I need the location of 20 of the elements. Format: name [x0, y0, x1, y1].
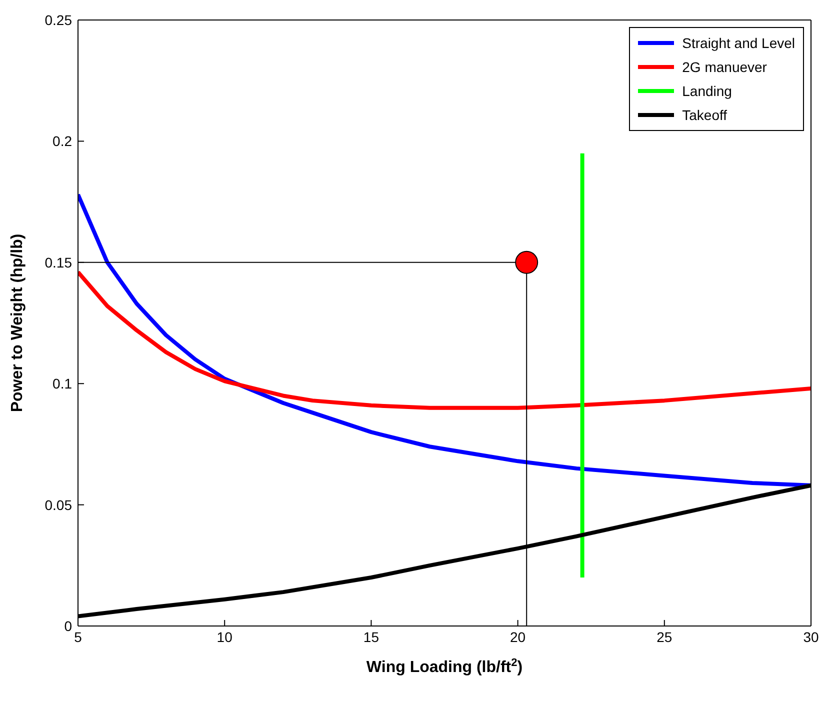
legend-label: Landing [682, 83, 732, 99]
y-tick-label: 0.05 [44, 496, 72, 513]
x-tick-label: 5 [74, 628, 82, 645]
line-series [78, 192, 811, 488]
x-tick-label: 25 [656, 628, 672, 645]
x-tick-label: 20 [510, 628, 526, 645]
x-tick-label: 10 [216, 628, 233, 645]
x-tick-label: 15 [363, 628, 380, 645]
y-tick-label: 0.15 [44, 254, 72, 270]
line-series [78, 270, 811, 410]
y-tick-label: 0 [64, 618, 72, 634]
legend-label: Takeoff [682, 107, 728, 123]
y-axis-title: Power to Weight (hp/lb) [9, 234, 26, 412]
x-tick-label: 30 [803, 628, 819, 645]
y-tick-label: 0.1 [52, 376, 72, 392]
y-tick-label: 0.25 [44, 12, 72, 28]
x-axis-title: Wing Loading (lb/ft$^{2}$) [366, 657, 523, 676]
legend-label: Straight and Level [682, 35, 795, 51]
y-tick-label: 0.2 [52, 133, 72, 150]
legend-label: 2G manuever [682, 59, 767, 75]
